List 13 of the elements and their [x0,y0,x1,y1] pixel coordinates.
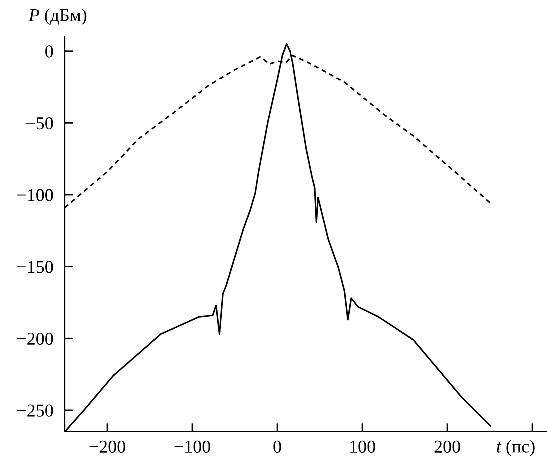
y-tick-label: −100 [18,189,54,202]
x-tick-label: 100 [350,440,376,454]
y-tick-label: −50 [26,117,54,130]
y-tick-label: −250 [18,404,54,417]
x-tick-label: 0 [274,440,282,454]
y-tick-label: 0 [46,46,54,58]
x-tick-label: 200 [434,440,460,454]
x-tick-label: −200 [90,440,126,454]
x-tick-label: −100 [174,440,210,454]
y-tick-label: −150 [18,261,54,274]
y-tick-label: −200 [18,332,54,346]
y-axis-title: P (дБм) [28,8,87,26]
x-axis-title: t (пс) [497,440,535,456]
